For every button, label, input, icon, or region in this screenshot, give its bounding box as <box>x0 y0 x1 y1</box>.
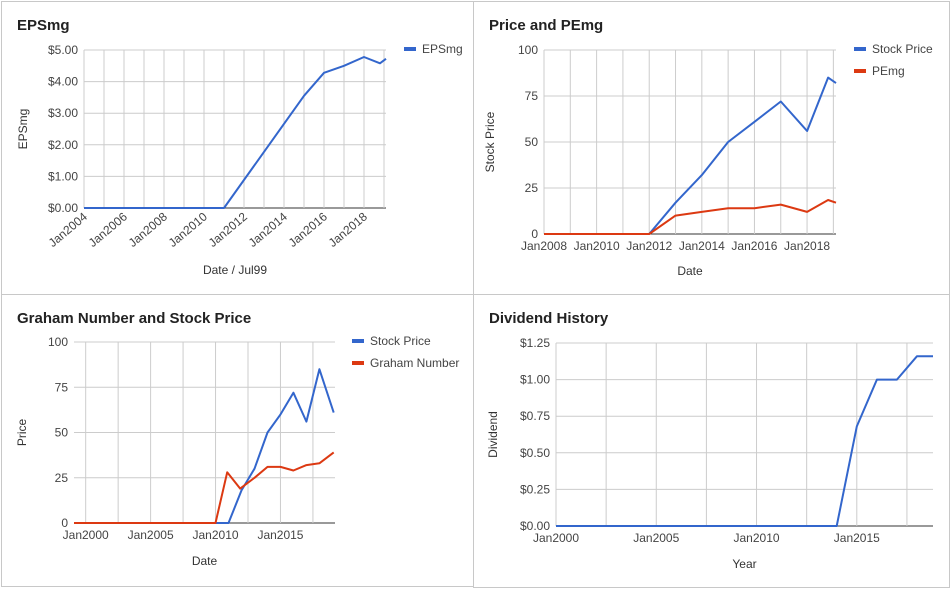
y-tick-label: 100 <box>48 335 68 349</box>
x-tick-label: Jan2015 <box>257 528 303 542</box>
y-tick-label: 75 <box>525 89 539 103</box>
series-line <box>74 451 335 524</box>
y-tick-label: 0 <box>531 227 538 241</box>
chart-svg: Graham Number and Stock Price 0 25 50 75 100 J… <box>15 310 459 568</box>
y-tick-label: $0.50 <box>520 446 550 460</box>
x-tick-label: Jan2018 <box>784 239 830 253</box>
legend-swatch <box>352 361 364 365</box>
y-axis-label: Stock Price <box>483 111 497 172</box>
x-tick-label: Jan2005 <box>633 531 679 545</box>
series-line <box>544 199 837 235</box>
y-tick-label: $1.00 <box>520 373 550 387</box>
x-tick-label: Jan2000 <box>533 531 579 545</box>
legend-swatch <box>854 47 866 51</box>
x-tick-label: Jan2010 <box>166 209 211 250</box>
x-tick-label: Jan2012 <box>206 209 251 250</box>
x-tick-label: Jan2018 <box>326 209 371 250</box>
series-line <box>74 368 335 524</box>
y-tick-label: 0 <box>61 516 68 530</box>
series-line <box>544 76 837 235</box>
x-axis-label: Date / Jul99 <box>203 263 267 277</box>
y-tick-label: $1.25 <box>520 336 550 350</box>
x-axis-label: Date <box>677 264 703 278</box>
legend-swatch <box>352 339 364 343</box>
x-tick-label: Jan2005 <box>128 528 174 542</box>
x-tick-label: Jan2014 <box>246 209 291 250</box>
y-tick-label: $3.00 <box>48 106 78 120</box>
y-tick-label: 25 <box>55 471 69 485</box>
chart-title: Graham Number and Stock Price <box>17 310 251 327</box>
x-tick-label: Jan2008 <box>126 209 171 250</box>
y-tick-label: 75 <box>55 380 69 394</box>
chart-svg: Price and PEmg 0 25 50 75 100 Jan2008 Jan2010 Ja… <box>483 17 933 278</box>
chart-title: Price and PEmg <box>489 17 603 34</box>
chart-title: EPSmg <box>17 17 70 34</box>
x-tick-label: Jan2016 <box>286 209 331 250</box>
legend-label: EPSmg <box>422 42 463 56</box>
price-pemg-chart-panel: Price and PEmg 0 25 50 75 100 Jan2008 Jan2010 Ja… <box>473 1 950 295</box>
y-tick-label: $0.25 <box>520 482 550 496</box>
series-line <box>84 56 387 209</box>
y-tick-label: 50 <box>525 135 539 149</box>
chart-svg: Dividend History $0.00 $0.25 $0.50 $0.75 $1.0… <box>486 310 933 571</box>
x-tick-label: Jan2012 <box>626 239 672 253</box>
legend-swatch <box>854 69 866 73</box>
y-tick-label: $2.00 <box>48 138 78 152</box>
x-axis-label: Date <box>192 554 218 568</box>
y-tick-label: $0.00 <box>520 519 550 533</box>
legend-label: Graham Number <box>370 356 459 370</box>
legend-label: Stock Price <box>370 334 431 348</box>
y-tick-label: $5.00 <box>48 43 78 57</box>
series-line <box>556 355 933 527</box>
y-axis-label: Price <box>15 419 29 447</box>
y-tick-label: 25 <box>525 181 539 195</box>
x-tick-label: Jan2000 <box>63 528 109 542</box>
chart-svg: EPSmg $0.00 $1.00 $2.00 $3.00 $4.00 $5.00 Jan20… <box>16 17 463 277</box>
x-tick-label: Jan2016 <box>731 239 777 253</box>
chart-title: Dividend History <box>489 310 609 327</box>
x-tick-label: Jan2010 <box>574 239 620 253</box>
y-tick-label: 50 <box>55 426 69 440</box>
x-tick-label: Jan2004 <box>46 209 91 250</box>
epsmg-chart-panel: EPSmg $0.00 $1.00 $2.00 $3.00 $4.00 $5.00 Jan20… <box>1 1 474 295</box>
y-tick-label: $1.00 <box>48 169 78 183</box>
x-tick-label: Jan2010 <box>193 528 239 542</box>
x-tick-label: Jan2006 <box>86 209 131 250</box>
legend-label: PEmg <box>872 64 905 78</box>
y-axis-label: EPSmg <box>16 109 30 150</box>
y-tick-label: $0.75 <box>520 409 550 423</box>
y-tick-label: $4.00 <box>48 75 78 89</box>
x-tick-label: Jan2010 <box>734 531 780 545</box>
legend-swatch <box>404 47 416 51</box>
dividend-chart-panel: Dividend History $0.00 $0.25 $0.50 $0.75 $1.0… <box>473 294 950 588</box>
x-tick-label: Jan2014 <box>679 239 725 253</box>
x-tick-label: Jan2015 <box>834 531 880 545</box>
x-axis-label: Year <box>732 557 756 571</box>
y-axis-label: Dividend <box>486 411 500 458</box>
y-tick-label: $0.00 <box>48 201 78 215</box>
y-tick-label: 100 <box>518 43 538 57</box>
graham-chart-panel: Graham Number and Stock Price 0 25 50 75 100 J… <box>1 294 474 587</box>
x-tick-label: Jan2008 <box>521 239 567 253</box>
legend-label: Stock Price <box>872 42 933 56</box>
